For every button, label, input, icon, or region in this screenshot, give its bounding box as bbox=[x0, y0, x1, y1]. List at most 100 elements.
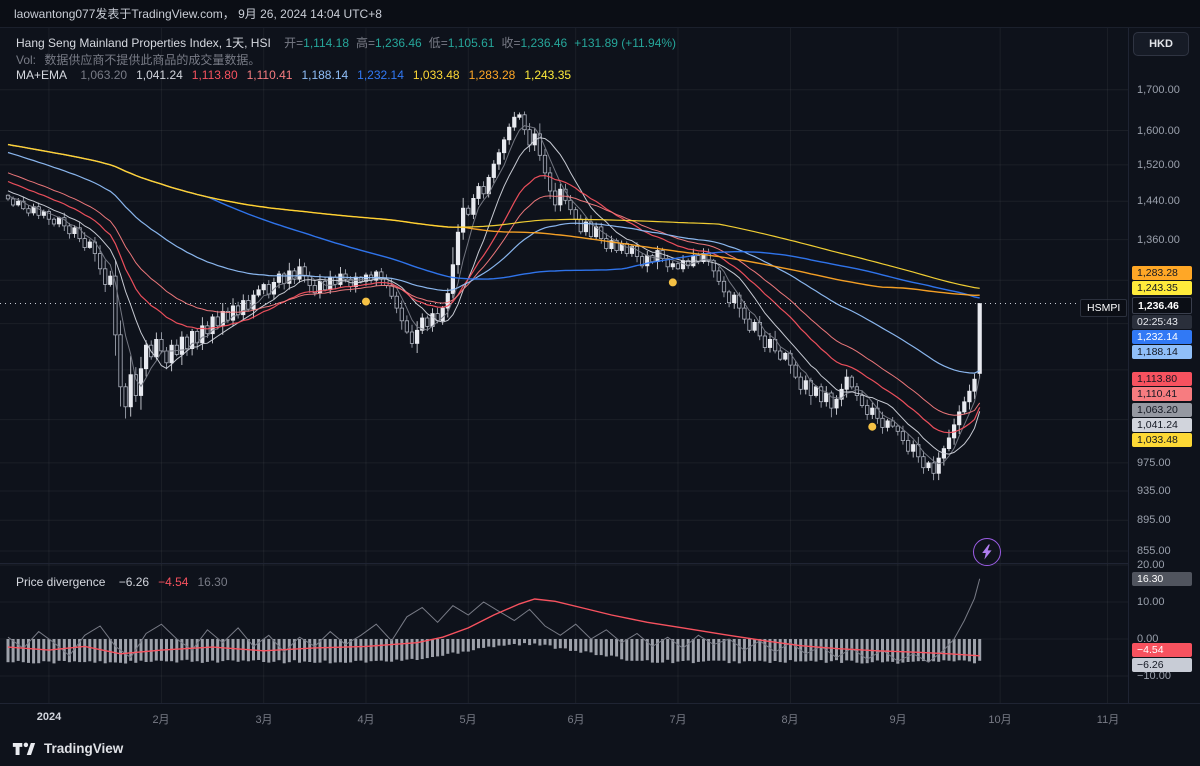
divergence-histogram-bar bbox=[497, 639, 501, 646]
candle-body bbox=[727, 291, 732, 304]
candle-body bbox=[512, 116, 517, 128]
pane-separator[interactable] bbox=[0, 563, 1128, 564]
ma-legend-value: 1,188.14 bbox=[301, 68, 349, 82]
divergence-histogram-bar bbox=[180, 639, 184, 661]
ohlc-value: 1,105.61 bbox=[447, 36, 495, 50]
symbol-title[interactable]: Hang Seng Mainland Properties Index, 1天,… bbox=[16, 36, 271, 50]
footer-brand[interactable]: TradingView bbox=[44, 741, 124, 756]
divergence-histogram-bar bbox=[978, 639, 982, 661]
ohlc-value: 1,236.46 bbox=[520, 36, 568, 50]
candle-body bbox=[98, 253, 103, 270]
indicator-chart-canvas[interactable] bbox=[0, 563, 1128, 703]
divergence-histogram-bar bbox=[477, 639, 480, 649]
divergence-histogram-bar bbox=[686, 639, 690, 661]
candle-body bbox=[865, 405, 870, 415]
divergence-histogram-bar bbox=[154, 639, 158, 661]
divergence-histogram-bar bbox=[441, 639, 445, 656]
divergence-histogram-bar bbox=[410, 639, 414, 659]
main-chart-canvas[interactable] bbox=[0, 28, 1128, 563]
divergence-histogram-bar bbox=[932, 639, 936, 662]
divergence-histogram-bar bbox=[875, 639, 879, 661]
ohlc-label: 高= bbox=[356, 36, 376, 50]
candle-body bbox=[307, 275, 312, 286]
divergence-histogram-bar bbox=[211, 639, 215, 661]
divergence-histogram-bar bbox=[11, 639, 15, 663]
divergence-histogram-bar bbox=[829, 639, 833, 662]
price-axis-tick: 1,600.00 bbox=[1137, 125, 1180, 137]
divergence-histogram-bar bbox=[732, 639, 736, 662]
candle-body bbox=[241, 300, 246, 316]
divergence-histogram-bar bbox=[236, 639, 240, 662]
candle-body bbox=[297, 266, 302, 280]
divergence-histogram-bar bbox=[226, 639, 230, 661]
divergence-histogram-bar bbox=[390, 639, 394, 662]
time-axis-label: 10月 bbox=[988, 714, 1012, 726]
divergence-histogram-bar bbox=[471, 639, 475, 651]
candle-body bbox=[108, 275, 113, 285]
candle-body bbox=[778, 350, 783, 360]
candle-body bbox=[645, 255, 650, 267]
time-axis-label: 9月 bbox=[889, 714, 907, 726]
price-level-badge: 1,243.35 bbox=[1132, 281, 1192, 295]
ohlc-label: 低= bbox=[428, 36, 448, 50]
divergence-histogram-bar bbox=[620, 639, 624, 660]
candle-body bbox=[537, 133, 543, 156]
time-axis[interactable]: 2024 2月 3月 4月 5月 6月 7月 8月 9月 10月 11月 bbox=[0, 703, 1200, 732]
divergence-histogram-bar bbox=[482, 639, 486, 648]
candle-body bbox=[568, 199, 573, 211]
candle-body bbox=[640, 256, 645, 267]
time-axis-label: 11月 bbox=[1096, 714, 1120, 726]
divergence-histogram-bar bbox=[21, 639, 25, 663]
divergence-histogram-bar bbox=[124, 639, 128, 664]
candles bbox=[5, 111, 982, 481]
divergence-histogram-bar bbox=[338, 639, 342, 663]
candle-body bbox=[604, 238, 609, 249]
candle-body bbox=[880, 417, 885, 428]
price-scale[interactable]: 1,700.00 1,600.00 1,520.00 1,440.00 1,360.00… bbox=[1128, 28, 1200, 731]
divergence-histogram-bar bbox=[794, 639, 798, 662]
ma-legend-row: MA+EMA 1,063.20 1,041.24 1,113.80 1,110.41 1… bbox=[16, 68, 580, 82]
divergence-histogram-bar bbox=[563, 639, 567, 649]
candle-body bbox=[906, 440, 911, 452]
currency-button[interactable]: HKD bbox=[1133, 32, 1189, 56]
symbol-legend-row: Hang Seng Mainland Properties Index, 1天,… bbox=[16, 34, 683, 51]
ma-line-20 bbox=[7, 174, 981, 434]
divergence-histogram-bar bbox=[517, 639, 521, 646]
divergence-histogram-bar bbox=[947, 639, 951, 661]
ohlc-label: 收= bbox=[501, 36, 521, 50]
divergence-histogram-bar bbox=[645, 639, 649, 661]
divergence-histogram-bar bbox=[937, 639, 941, 662]
candle-body bbox=[854, 386, 860, 396]
tradingview-logo[interactable] bbox=[12, 740, 36, 758]
divergence-histogram-bar bbox=[175, 639, 179, 663]
divergence-histogram-bar bbox=[461, 639, 465, 652]
candle-body bbox=[783, 352, 788, 360]
candle-body bbox=[21, 200, 26, 210]
candle-body bbox=[911, 444, 916, 452]
divergence-histogram-bar bbox=[359, 639, 363, 661]
divergence-histogram-bar bbox=[405, 639, 409, 660]
ma-indicator-label[interactable]: MA+EMA bbox=[16, 68, 68, 82]
candle-body bbox=[885, 420, 890, 428]
divergence-histogram-bar bbox=[185, 639, 189, 660]
divergence-histogram-bar bbox=[328, 639, 332, 664]
lightning-icon bbox=[982, 544, 992, 560]
candle-body bbox=[931, 462, 936, 474]
candle-body bbox=[16, 200, 21, 206]
divergence-histogram-bar bbox=[763, 639, 767, 662]
boost-button[interactable] bbox=[973, 538, 1001, 566]
divergence-histogram-bar bbox=[788, 639, 792, 661]
signal-marker bbox=[668, 278, 677, 287]
candle-body bbox=[542, 154, 548, 174]
ma-legend-value: 1,113.80 bbox=[191, 68, 238, 82]
candle-body bbox=[374, 271, 379, 281]
divergence-histogram-bar bbox=[308, 639, 312, 662]
candle-body bbox=[103, 268, 108, 285]
candle-body bbox=[46, 211, 52, 220]
divergence-histogram-bar bbox=[676, 639, 680, 662]
indicator-axis-tick: 0.00 bbox=[1137, 633, 1159, 645]
indicator-title[interactable]: Price divergence bbox=[16, 575, 106, 589]
time-axis-label: 7月 bbox=[669, 714, 687, 726]
candle-body bbox=[895, 425, 900, 432]
divergence-histogram-bar bbox=[814, 639, 818, 662]
